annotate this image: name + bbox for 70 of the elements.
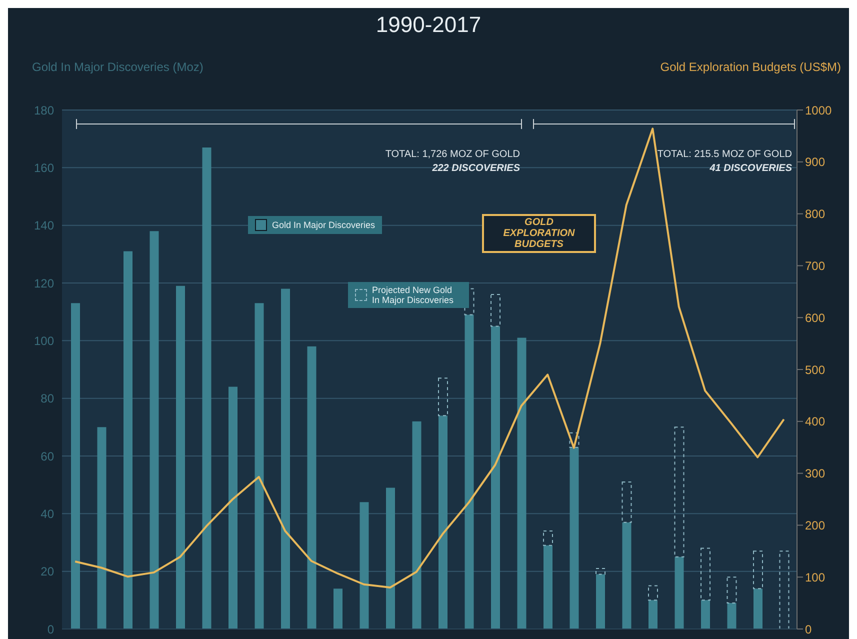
bar (648, 585, 658, 601)
bar (622, 481, 632, 523)
bar (622, 522, 632, 629)
bar (674, 426, 684, 558)
bar (648, 600, 658, 629)
bar (464, 314, 474, 629)
y2-tick-label: 200 (805, 518, 826, 532)
y-tick-label: 120 (34, 276, 54, 290)
bar (281, 288, 290, 629)
chart-title: 1990-2017 (374, 12, 482, 38)
bar (360, 502, 369, 629)
y-tick-label: 20 (40, 564, 54, 579)
annotation: 41 DISCOVERIES (708, 162, 792, 176)
y-tick-label: 140 (34, 218, 54, 233)
legend-label: Projected New Gold In Major Discoveries (372, 285, 455, 305)
annotation: TOTAL: 1,726 MOZ OF GOLD (385, 148, 520, 162)
bar (569, 432, 580, 448)
y2-tick-label: 600 (805, 310, 826, 325)
bar (176, 286, 185, 629)
bar (753, 550, 763, 590)
bar (544, 545, 552, 629)
text: GOLD EXPLORATION BUDGETS (502, 217, 576, 250)
bar (71, 303, 80, 629)
legend-label: Gold In Major Discoveries (272, 220, 376, 230)
bar (779, 550, 790, 629)
annotation: TOTAL: 215.5 MOZ OF GOLD (657, 148, 792, 162)
bar (150, 231, 159, 629)
bar (438, 378, 448, 416)
bar (543, 530, 553, 546)
annotation: 222 DISCOVERIES (431, 162, 520, 176)
y-tick-label: 80 (40, 392, 54, 406)
y-tick-label: 180 (34, 103, 54, 118)
bar (570, 447, 579, 629)
bar (754, 588, 762, 629)
y2-tick-label: 900 (805, 155, 826, 170)
y2-tick-label: 1000 (805, 103, 832, 118)
y-axis-title: Gold In Major Discoveries (Moz) (32, 60, 204, 74)
bar (412, 421, 422, 629)
bar (517, 338, 526, 629)
bar (700, 548, 710, 601)
bar (202, 147, 212, 629)
bar (596, 574, 605, 629)
y2-tick-label: 400 (805, 414, 826, 429)
bar (490, 294, 500, 327)
bar (228, 386, 238, 629)
bar (124, 251, 132, 629)
bar (674, 556, 684, 629)
bar (491, 326, 500, 629)
bar (307, 346, 316, 629)
y2-tick-label: 0 (805, 622, 812, 636)
y-tick-label: 0 (47, 622, 54, 636)
y-tick-label: 100 (34, 334, 54, 348)
bar (727, 603, 736, 629)
bar (334, 588, 342, 629)
bar (97, 427, 106, 629)
y-tick-label: 40 (40, 506, 54, 521)
y2-tick-label: 300 (805, 466, 826, 481)
bar (701, 600, 710, 629)
bar (726, 576, 737, 604)
bar (254, 303, 264, 629)
bar (596, 568, 606, 575)
y2-tick-label: 500 (805, 362, 826, 377)
y2-tick-label: 100 (805, 570, 826, 584)
y-tick-label: 60 (40, 449, 54, 464)
bar (386, 488, 395, 629)
y2-tick-label: 800 (805, 207, 826, 222)
y-tick-label: 160 (34, 160, 54, 175)
bar (438, 416, 448, 629)
y2-tick-label: 700 (805, 258, 826, 273)
y2-axis-title: Gold Exploration Budgets (US$M) (660, 60, 841, 74)
